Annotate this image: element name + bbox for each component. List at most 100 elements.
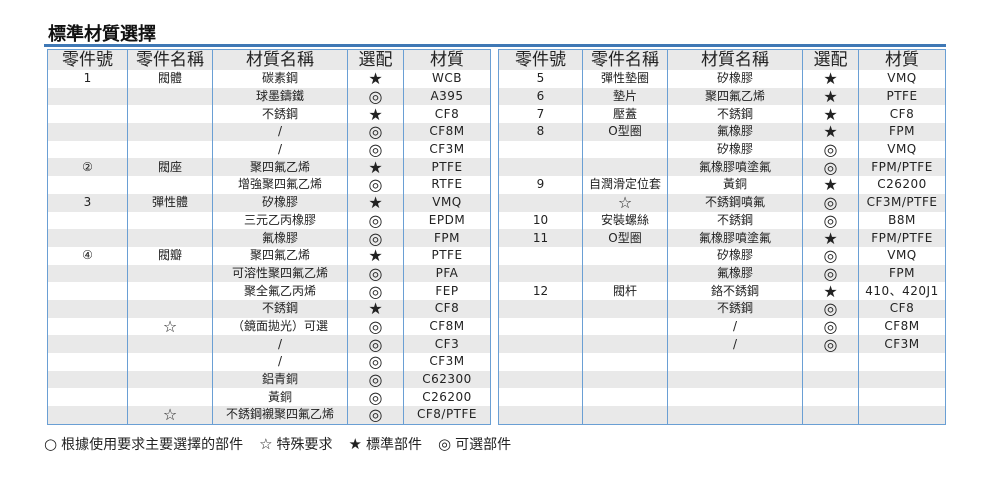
cell-part-name: ☆ <box>127 317 213 336</box>
cell-part-no <box>498 370 583 389</box>
cell-material: C62300 <box>403 370 491 389</box>
cell-material <box>858 388 946 407</box>
cell-option: ★ <box>802 176 859 194</box>
table-row: / ◎ CF3M <box>498 335 946 353</box>
cell-part-name: O型圈 <box>582 229 668 247</box>
cell-part-no <box>47 406 128 425</box>
cell-option: ◎ <box>802 317 859 336</box>
cell-option: ◎ <box>347 211 404 230</box>
col-part-no: 零件號 <box>498 49 583 70</box>
cell-option: ★ <box>802 87 859 106</box>
cell-option: ◎ <box>347 123 404 141</box>
legend-item-optional: ◎ 可選部件 <box>438 434 511 454</box>
cell-part-name <box>582 353 668 371</box>
cell-part-no <box>47 87 128 106</box>
cell-part-no <box>498 388 583 407</box>
cell-part-no <box>47 353 128 371</box>
cell-part-no <box>47 282 128 300</box>
cell-part-no <box>47 264 128 283</box>
table-row: ② 閥座 聚四氟乙烯 ★ PTFE <box>47 158 491 177</box>
table-row: ④ 閥瓣 聚四氟乙烯 ★ PTFE <box>47 246 491 265</box>
cell-part-no: 9 <box>498 176 583 194</box>
cell-part-name <box>127 299 213 318</box>
cell-option: ◎ <box>347 282 404 300</box>
cell-option <box>802 406 859 425</box>
cell-option: ★ <box>802 70 859 88</box>
cell-option: ◎ <box>347 370 404 389</box>
header-row: 零件號 零件名稱 材質名稱 選配 材質 <box>47 49 491 70</box>
cell-option: ★ <box>802 123 859 141</box>
cell-option <box>802 370 859 389</box>
cell-part-no <box>47 335 128 353</box>
cell-part-name: 閥體 <box>127 70 213 88</box>
cell-material: C26200 <box>403 388 491 407</box>
col-option: 選配 <box>347 49 404 70</box>
col-part-name: 零件名稱 <box>582 49 668 70</box>
cell-part-name <box>127 229 213 247</box>
cell-material-name: / <box>212 140 348 159</box>
table-row: 氟橡膠 ◎ FPM <box>47 229 491 247</box>
cell-material: VMQ <box>858 70 946 88</box>
cell-material-name: 矽橡膠 <box>667 246 803 265</box>
cell-material-name: 三元乙丙橡膠 <box>212 211 348 230</box>
col-material: 材質 <box>858 49 946 70</box>
table-row: 10 安裝螺絲 不銹鋼 ◎ B8M <box>498 211 946 230</box>
cell-material: CF8/PTFE <box>403 406 491 425</box>
cell-material-name: 增強聚四氟乙烯 <box>212 176 348 194</box>
cell-material-name: 聚四氟乙烯 <box>212 158 348 177</box>
cell-part-no: 11 <box>498 229 583 247</box>
cell-part-name <box>127 335 213 353</box>
cell-material: PTFE <box>403 246 491 265</box>
cell-material: PTFE <box>858 87 946 106</box>
cell-material: PFA <box>403 264 491 283</box>
cell-option: ★ <box>802 282 859 300</box>
cell-material-name: 聚四氟乙烯 <box>212 246 348 265</box>
legend-label: 根據使用要求主要選擇的部件 <box>61 437 244 453</box>
cell-material-name: 聚全氟乙丙烯 <box>212 282 348 300</box>
cell-option: ★ <box>347 105 404 124</box>
cell-material-name: 不銹鋼 <box>212 299 348 318</box>
cell-material: CF3M <box>403 353 491 371</box>
table-row: 9 自潤滑定位套 黃銅 ★ C26200 <box>498 176 946 194</box>
cell-part-name: 安裝螺絲 <box>582 211 668 230</box>
cell-part-name <box>127 370 213 389</box>
cell-part-name <box>582 370 668 389</box>
cell-part-name <box>582 388 668 407</box>
cell-part-no <box>47 229 128 247</box>
table-row <box>498 353 946 371</box>
cell-part-name: ☆ <box>582 193 668 212</box>
table-row: 可溶性聚四氟乙烯 ◎ PFA <box>47 264 491 283</box>
cell-material: CF3M/PTFE <box>858 193 946 212</box>
cell-part-name <box>127 140 213 159</box>
table-row: 不銹鋼 ★ CF8 <box>47 105 491 124</box>
cell-part-no <box>47 299 128 318</box>
table-row: / ◎ CF3M <box>47 140 491 159</box>
cell-material: VMQ <box>858 140 946 159</box>
cell-part-name <box>582 317 668 336</box>
double-circle-icon: ◎ <box>438 435 452 453</box>
cell-material-name: 黃銅 <box>667 176 803 194</box>
cell-part-no <box>498 193 583 212</box>
cell-material-name: 氟橡膠 <box>212 229 348 247</box>
cell-part-name: 自潤滑定位套 <box>582 176 668 194</box>
col-part-name: 零件名稱 <box>127 49 213 70</box>
cell-part-name <box>582 246 668 265</box>
table-row: / ◎ CF3 <box>47 335 491 353</box>
table-row: 矽橡膠 ◎ VMQ <box>498 140 946 159</box>
table-row <box>498 406 946 425</box>
col-material-name: 材質名稱 <box>212 49 348 70</box>
cell-material-name: 氟橡膠噴塗氟 <box>667 158 803 177</box>
cell-part-name: 閥座 <box>127 158 213 177</box>
table-row <box>498 388 946 407</box>
table-row: / ◎ CF3M <box>47 353 491 371</box>
table-row: 聚全氟乙丙烯 ◎ FEP <box>47 282 491 300</box>
cell-material: CF8 <box>403 299 491 318</box>
cell-part-no: 8 <box>498 123 583 141</box>
cell-option: ★ <box>347 70 404 88</box>
cell-part-no: 7 <box>498 105 583 124</box>
cell-option: ◎ <box>347 264 404 283</box>
cell-material: CF8 <box>858 299 946 318</box>
table-row: 氟橡膠 ◎ FPM <box>498 264 946 283</box>
cell-material: FPM/PTFE <box>858 229 946 247</box>
